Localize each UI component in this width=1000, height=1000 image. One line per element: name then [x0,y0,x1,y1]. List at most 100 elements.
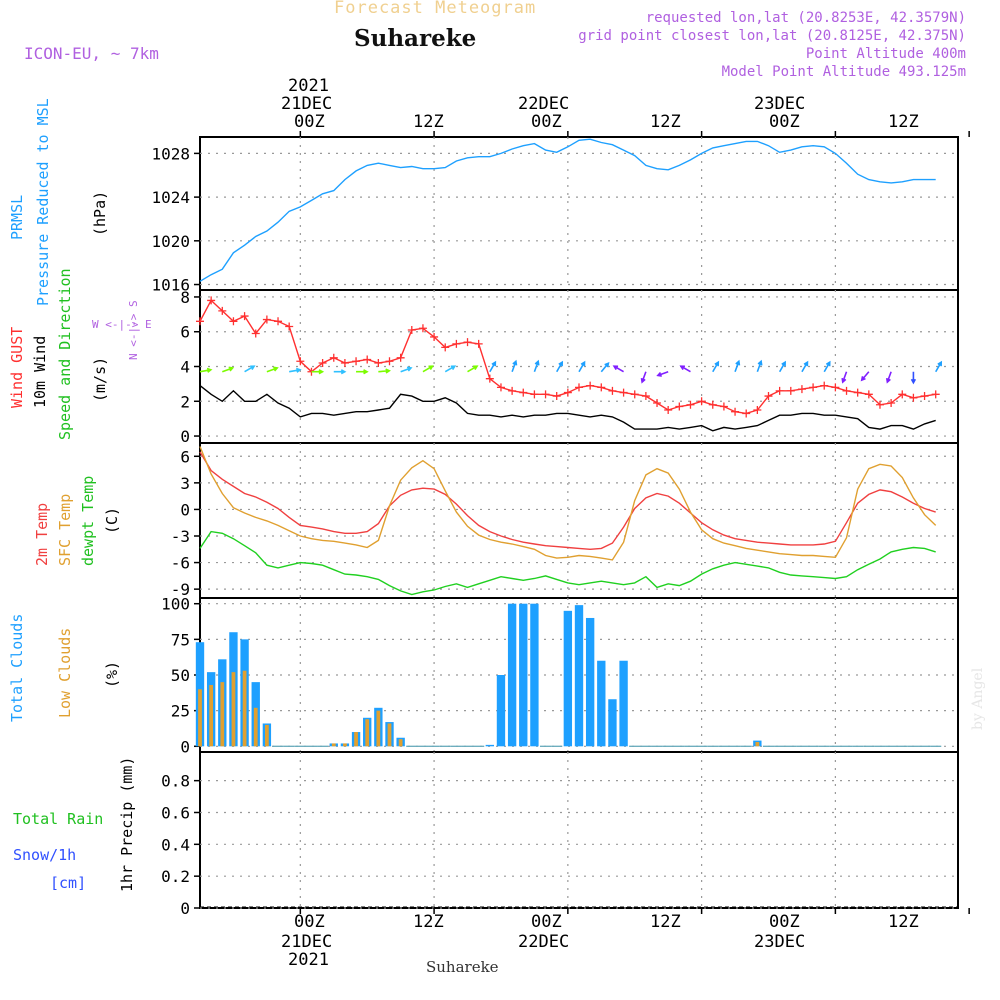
gust-marker-8 [285,322,294,331]
temperature-ytick-label-4: 3 [180,474,190,493]
gust-marker-34 [575,383,583,392]
gust-marker-38 [619,388,628,397]
top-tick-00z-1: 00Z [294,112,325,132]
temp-sfc-label: SFC Temp [56,493,74,566]
clouds-ytick-label-4: 100 [161,595,190,614]
wind-arrow-21 [656,370,669,377]
low-cloud-bar-4 [242,670,247,747]
top-tick-00z-3: 00Z [769,112,800,132]
gust-marker-40 [641,392,650,401]
low-cloud-bar-2 [220,682,225,747]
low-cloud-bar-3 [231,672,236,747]
gust-marker-13 [340,359,349,368]
clouds-ytick-label-2: 50 [171,666,190,685]
point-altitude: Point Altitude 400m [805,46,966,62]
precip-snow-label: Snow/1h [13,846,77,864]
top-day-label-2: 22DEC [518,94,570,114]
bottom-day-label-3: 23DEC [754,932,806,952]
total-cloud-bar-33 [563,610,573,747]
gust-marker-30 [530,390,539,399]
top-tick-12z-1: 12Z [413,112,444,132]
low-cloud-bar-15 [365,719,370,747]
low-cloud-bar-17 [387,723,392,747]
gust-marker-44 [686,400,695,409]
low-cloud-bar-13 [343,743,347,747]
gust-marker-20 [418,324,427,333]
low-cloud-bar-18 [398,739,403,747]
grid-point-coords: grid point closest lon,lat (20.8125E, 42… [578,28,966,44]
pressure-ytick-label-2: 1024 [151,188,190,207]
wind-series-1 [199,385,936,432]
wind-arrow-30 [860,371,870,382]
wind-arrow-13 [489,360,497,373]
total-cloud-bar-30 [530,603,539,747]
gust-marker-61 [875,400,884,409]
clouds-low-label: Low Clouds [56,627,74,718]
wind-arrow-1 [222,366,235,373]
gust-marker-39 [630,390,639,399]
low-cloud-bar-50 [755,742,760,747]
gust-marker-41 [653,399,662,408]
pressure-ytick-label-1: 1020 [151,232,190,251]
gust-marker-66 [931,390,940,399]
gust-marker-53 [786,386,795,395]
wind-arrow-8 [378,368,391,374]
wind-compass-we: W <-|-> E [92,318,152,331]
wind-arrow-12 [467,365,479,373]
temperature-series-0 [199,451,936,551]
top-tick-00z-2: 00Z [531,112,562,132]
gust-marker-25 [474,339,483,348]
gust-marker-22 [441,343,450,352]
wind-ytick-label-2: 4 [180,358,190,377]
gust-marker-58 [842,386,851,395]
bottom-year-label: 2021 [288,950,329,970]
clouds-ytick-label-0: 0 [180,737,190,756]
temp-2m-label: 2m Temp [33,502,51,566]
temperature-ytick-label-1: -6 [171,554,190,573]
watermark: by Angel [970,667,986,730]
low-cloud-bar-5 [253,707,258,747]
gust-marker-12 [329,353,338,362]
wind-speed-label: 10m Wind [31,335,49,408]
clouds-unit-label: (%) [103,660,121,688]
wind-ytick-label-3: 6 [180,323,190,342]
wind-arrow-32 [910,371,917,385]
precipitation-ytick-label-0: 0 [180,899,190,918]
pressure-series-label-2: Pressure Reduced to MSL [34,98,52,306]
gust-marker-4 [240,312,249,321]
bottom-tick-00z-2: 00Z [531,912,562,932]
gust-marker-16 [374,359,383,368]
bottom-tick-12z-1: 12Z [413,912,444,932]
bottom-tick-12z-3: 12Z [888,912,919,932]
precipitation-panel-frame [199,751,959,909]
gust-marker-37 [608,386,617,395]
model-altitude: Model Point Altitude 493.125m [721,64,966,80]
bottom-tick-12z-2: 12Z [650,912,681,932]
temperature-panel-frame [199,442,959,599]
model-label: ICON-EU, ~ 7km [24,44,159,63]
gust-marker-14 [352,357,361,366]
gust-marker-32 [552,392,561,401]
top-tick-12z-3: 12Z [888,112,919,132]
precip-rain-label: Total Rain [13,810,104,828]
gust-marker-3 [229,317,238,326]
pressure-ytick-label-3: 1028 [151,144,190,163]
gust-marker-63 [898,390,907,399]
pressure-series-label: PRMSL [8,194,26,240]
gust-marker-29 [519,388,528,397]
wind-arrow-24 [734,359,741,372]
total-cloud-bar-38 [619,660,628,747]
gust-marker-19 [407,325,416,334]
wind-arrow-9 [400,366,413,373]
wind-arrow-33 [935,360,943,373]
bottom-day-label-1: 21DEC [281,932,333,952]
clouds-total-label: Total Clouds [8,613,26,722]
precipitation-ytick-label-4: 0.8 [161,772,190,791]
temperature-series-1 [199,446,937,561]
clouds-ytick-label-3: 75 [171,630,190,649]
precip-axis-label: 1hr Precip (mm) [118,756,136,892]
low-cloud-bar-1 [209,684,214,747]
gust-marker-21 [430,332,439,341]
clouds-ytick-label-1: 25 [171,702,190,721]
